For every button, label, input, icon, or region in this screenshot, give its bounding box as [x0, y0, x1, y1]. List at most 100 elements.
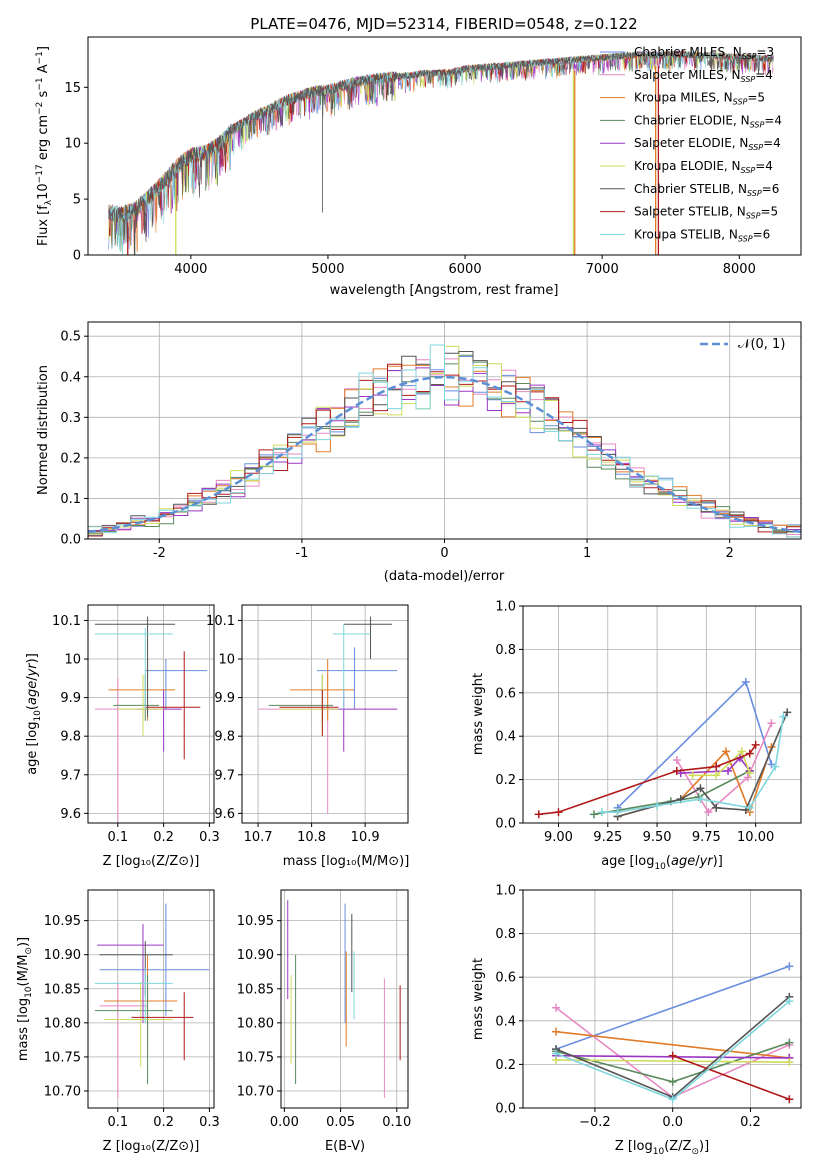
ebv-mass-xtick-label: 0.00 [270, 1115, 299, 1130]
normal-curve [88, 375, 801, 534]
mass-age-errorbar [333, 624, 371, 710]
age-weight-ytick-label: 0.8 [495, 643, 516, 658]
age-weight-marker [597, 808, 606, 817]
age-weight-marker [737, 747, 746, 756]
spectrum-legend: Chabrier MILES, NSSP=3 Salpeter MILES, NS… [600, 45, 782, 243]
residuals-ylabel: Normed distribution [36, 365, 51, 495]
mass-age-errorbar [258, 674, 339, 814]
z-weight-plot-area [552, 962, 794, 1104]
z-age-ytick-label: 9.6 [60, 807, 81, 822]
z-mass-ytick-label: 10.95 [44, 914, 81, 929]
z-weight-marker [785, 1038, 794, 1047]
z-mass-errorbar [94, 975, 173, 1085]
z-weight-ytick-label: 0.2 [495, 1058, 516, 1073]
legend-label: Salpeter STELIB, NSSP=5 [634, 205, 778, 221]
age-weight-marker [672, 756, 681, 765]
mass-age-ytick-label: 10.1 [206, 614, 235, 629]
spectrum-plot-area [108, 49, 774, 255]
residuals-plot-area [88, 344, 801, 538]
legend-label: Kroupa MILES, NSSP=5 [634, 91, 765, 107]
z-age-spines [87, 604, 215, 824]
z-age-xtick-label: 0.3 [199, 830, 220, 845]
z-mass-errorbar [131, 992, 194, 1061]
ebv-mass-frame: 0.00 0.05 0.10 10.70 10.75 10.80 10.85 10.90 10.… [237, 889, 411, 1130]
residuals-ytick-label: 0.1 [60, 492, 81, 507]
residuals-xtick-label: 0 [440, 546, 448, 561]
legend-label: Salpeter ELODIE, NSSP=4 [634, 136, 781, 152]
z-weight-xtick-label: 0.2 [740, 1115, 761, 1130]
z-weight-ylabel: mass weight [471, 958, 486, 1040]
mass-age-errorbar [322, 689, 398, 752]
z-mass-errorbar [97, 924, 164, 1023]
age-weight-ylabel: mass weight [471, 673, 486, 755]
z-mass-ytick-label: 10.80 [44, 1016, 81, 1031]
spectrum-ytick-label: 0 [73, 249, 81, 264]
z-mass-errorbar [104, 981, 173, 1068]
age-weight-marker [712, 771, 721, 780]
z-weight-marker [785, 997, 794, 1006]
z-weight-ytick-label: 0.4 [495, 1014, 516, 1029]
age-weight-ytick-label: 0.4 [495, 730, 516, 745]
age-weight-marker [696, 795, 705, 804]
ebv-mass-axes [281, 890, 408, 1108]
z-mass-xtick-label: 0.2 [153, 1115, 174, 1130]
mass-age-xtick-label: 10.9 [351, 830, 380, 845]
ebv-mass-ytick-label: 10.90 [237, 948, 274, 963]
legend-label: Chabrier STELIB, NSSP=6 [634, 182, 779, 198]
age-weight-marker [741, 677, 750, 686]
age-weight-marker [724, 766, 733, 775]
mass-age-ytick-label: 9.7 [214, 768, 235, 783]
age-weight-xtick-label: 9.50 [643, 830, 672, 845]
ebv-mass-xtick-label: 0.10 [382, 1115, 411, 1130]
age-weight-marker [712, 762, 721, 771]
age-weight-marker [696, 784, 705, 793]
age-weight-marker [589, 810, 598, 819]
residuals-ytick-label: 0.3 [60, 411, 81, 426]
z-weight-marker [785, 1095, 794, 1104]
age-weight-marker [745, 803, 754, 812]
age-weight-marker [534, 810, 543, 819]
age-weight-marker [779, 712, 788, 721]
mass-age-ytick-label: 9.8 [214, 730, 235, 745]
z-mass-ytick-label: 10.85 [44, 982, 81, 997]
z-age-xtick-label: 0.1 [107, 830, 128, 845]
age-weight-marker [613, 808, 622, 817]
ebv-mass-ytick-label: 10.95 [237, 914, 274, 929]
spectrum-xtick-label: 4000 [174, 262, 207, 277]
z-mass-axes [88, 890, 214, 1108]
ebv-mass-xlabel: E(B-V) [325, 1139, 365, 1154]
residuals-legend: 𝒩(0, 1) [700, 337, 785, 352]
age-weight-xtick-label: 9.00 [544, 830, 573, 845]
z-mass-errorbar [99, 941, 173, 996]
spectrum-ylabel: Flux [fλ​10−17​ erg cm−2​ s−1​ A−1​] [35, 46, 54, 246]
age-weight-series-line [680, 756, 751, 774]
mass-age-spines [241, 604, 409, 824]
ebv-mass-ytick-label: 10.85 [237, 982, 274, 997]
z-weight-series-line [672, 1054, 790, 1101]
z-mass-xlabel: Z [log₁₀(Z/Z⊙)] [103, 1139, 200, 1154]
mass-age-xlabel: mass [log₁₀(M/M⊙)] [283, 854, 410, 869]
spectrum-frame: 4000 5000 6000 7000 8000 0 5 10 15 [64, 36, 802, 277]
z-weight-xtick-label: −0.2 [579, 1115, 611, 1130]
mass-age-axes [242, 605, 408, 823]
z-age-frame: 0.1 0.2 0.3 9.6 9.7 9.8 9.9 10 10.1 [52, 604, 220, 845]
mass-age-errorbar [316, 647, 398, 710]
mass-age-errorbar [343, 616, 392, 660]
z-age-errorbar [145, 651, 201, 760]
z-weight-marker [785, 962, 794, 971]
z-weight-ytick-label: 0.6 [495, 971, 516, 986]
z-age-errorbar [94, 616, 176, 717]
z-weight-ytick-label: 1.0 [495, 884, 516, 899]
z-mass-ytick-label: 10.90 [44, 948, 81, 963]
residuals-ytick-label: 0.5 [60, 330, 81, 345]
age-weight-plot-area [534, 677, 792, 821]
mass-age-ytick-label: 10 [218, 653, 235, 668]
mass-age-ytick-label: 9.6 [214, 807, 235, 822]
z-weight-frame: −0.2 0.0 0.2 0.0 0.2 0.4 0.6 0.8 1.0 [495, 884, 802, 1130]
residuals-frame: -2 -1 0 1 2 0.0 0.1 0.2 0.3 0.4 0.5 [60, 321, 802, 561]
z-age-ytick-label: 9.8 [60, 730, 81, 745]
age-weight-marker [672, 766, 681, 775]
z-weight-spines [522, 889, 802, 1109]
z-age-ytick-label: 10.1 [52, 614, 81, 629]
z-weight-ytick-label: 0.0 [495, 1102, 516, 1117]
